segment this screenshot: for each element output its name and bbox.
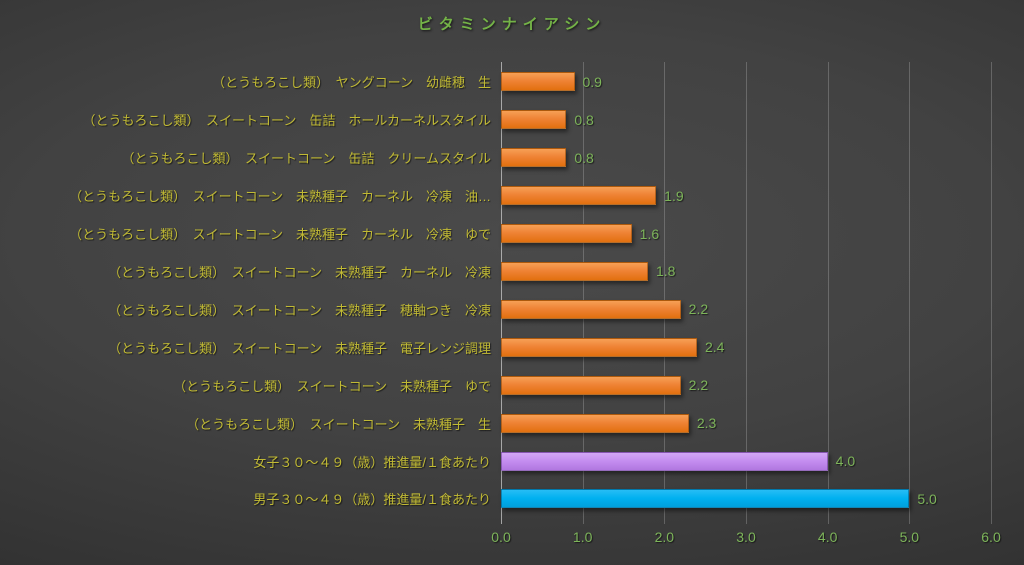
value-label: 2.3 (696, 415, 717, 432)
gridline (664, 62, 666, 524)
bar-blue (501, 489, 910, 509)
bar-track: 0.8 (501, 139, 991, 177)
x-tick-label: 5.0 (899, 529, 920, 545)
bar-track: 1.6 (501, 215, 991, 253)
bar-row: （とうもろこし類） スイートコーン 未熟種子 カーネル 冷凍 油… 1.9 (0, 177, 1024, 215)
category-label: （とうもろこし類） スイートコーン 未熟種子 生 (186, 416, 491, 432)
plot-area (501, 62, 992, 524)
bar-purple (501, 451, 828, 471)
bar-orange (501, 148, 567, 168)
bar-track: 5.0 (501, 480, 991, 518)
value-label: 1.6 (639, 225, 660, 242)
bar-row: （とうもろこし類） スイートコーン 未熟種子 電子レンジ調理 2.4 (0, 328, 1024, 366)
bar-row: （とうもろこし類） スイートコーン 未熟種子 カーネル 冷凍 1.8 (0, 253, 1024, 291)
category-label: （とうもろこし類） スイートコーン 未熟種子 カーネル 冷凍 (108, 264, 491, 280)
value-label: 2.2 (688, 377, 709, 394)
bar-orange (501, 261, 648, 281)
bar-orange (501, 110, 567, 130)
bar-orange (501, 299, 681, 319)
x-tick-label: 0.0 (491, 529, 511, 545)
bar-track: 2.2 (501, 366, 991, 404)
category-label: （とうもろこし類） スイートコーン 缶詰 ホールカーネルスタイル (82, 113, 491, 129)
category-label: 男子３０～４９（歳）推進量/１食あたり (253, 492, 491, 508)
bar-rows: （とうもろこし類） ヤングコーン 幼雌穂 生 0.9 （とうもろこし類） スイートコ… (0, 63, 1024, 518)
bar-track: 1.8 (501, 253, 991, 291)
bar-row: 男子３０～４９（歳）推進量/１食あたり 5.0 (0, 480, 1024, 518)
value-label: 4.0 (835, 453, 856, 470)
x-tick-label: 4.0 (817, 529, 838, 545)
bar-orange (501, 375, 681, 395)
bar-track: 1.9 (501, 177, 991, 215)
value-label: 2.2 (688, 301, 709, 318)
gridline (582, 62, 584, 524)
bar-orange (501, 72, 575, 92)
bar-row: 女子３０～４９（歳）推進量/１食あたり 4.0 (0, 442, 1024, 480)
gridline (827, 62, 829, 524)
category-label: （とうもろこし類） スイートコーン 未熟種子 穂軸つき 冷凍 (108, 302, 491, 318)
bar-track: 2.4 (501, 328, 991, 366)
bar-row: （とうもろこし類） スイートコーン 未熟種子 生 2.3 (0, 404, 1024, 442)
value-label: 2.4 (705, 339, 725, 356)
category-label: （とうもろこし類） スイートコーン 未熟種子 ゆで (173, 378, 491, 394)
bar-orange (501, 186, 657, 206)
gridline (991, 62, 992, 524)
bar-row: （とうもろこし類） ヤングコーン 幼雌穂 生 0.9 (0, 63, 1024, 101)
category-label: （とうもろこし類） スイートコーン 缶詰 クリームスタイル (121, 151, 491, 167)
bar-row: （とうもろこし類） スイートコーン 未熟種子 カーネル 冷凍 ゆで 1.6 (0, 215, 1024, 253)
bar-track: 0.9 (501, 63, 991, 101)
category-label: （とうもろこし類） スイートコーン 未熟種子 カーネル 冷凍 油… (69, 189, 491, 205)
value-label: 0.8 (574, 149, 594, 166)
category-label: （とうもろこし類） スイートコーン 未熟種子 カーネル 冷凍 ゆで (69, 227, 491, 243)
bar-orange (501, 413, 689, 433)
value-label: 1.9 (664, 187, 684, 204)
bar-row: （とうもろこし類） スイートコーン 未熟種子 穂軸つき 冷凍 2.2 (0, 290, 1024, 328)
x-tick-label: 6.0 (981, 529, 1001, 545)
x-tick-label: 3.0 (736, 529, 756, 545)
value-label: 1.8 (656, 263, 676, 280)
bar-track: 2.3 (501, 404, 991, 442)
value-label: 0.8 (574, 111, 594, 128)
value-label: 0.9 (582, 73, 602, 90)
bar-row: （とうもろこし類） スイートコーン 缶詰 クリームスタイル 0.8 (0, 139, 1024, 177)
gridline (746, 62, 747, 524)
chart-title: ビタミンナイアシン (417, 16, 607, 33)
bar-row: （とうもろこし類） スイートコーン 未熟種子 ゆで 2.2 (0, 366, 1024, 404)
category-label: （とうもろこし類） ヤングコーン 幼雌穂 生 (212, 75, 491, 91)
category-label: （とうもろこし類） スイートコーン 未熟種子 電子レンジ調理 (108, 340, 491, 356)
bar-track: 4.0 (501, 442, 991, 480)
bar-track: 0.8 (501, 101, 991, 139)
x-tick-label: 1.0 (572, 529, 593, 545)
bar-row: （とうもろこし類） スイートコーン 缶詰 ホールカーネルスタイル 0.8 (0, 101, 1024, 139)
bar-orange (501, 337, 697, 357)
bar-track: 2.2 (501, 290, 991, 328)
gridline (909, 62, 911, 524)
category-label: 女子３０～４９（歳）推進量/１食あたり (253, 454, 491, 470)
value-label: 5.0 (917, 490, 937, 507)
y-axis-line (501, 62, 502, 524)
bar-orange (501, 224, 632, 244)
x-tick-label: 2.0 (654, 529, 675, 545)
x-axis: 0.0 1.0 2.0 3.0 4.0 5.0 6.0 (491, 529, 1000, 549)
